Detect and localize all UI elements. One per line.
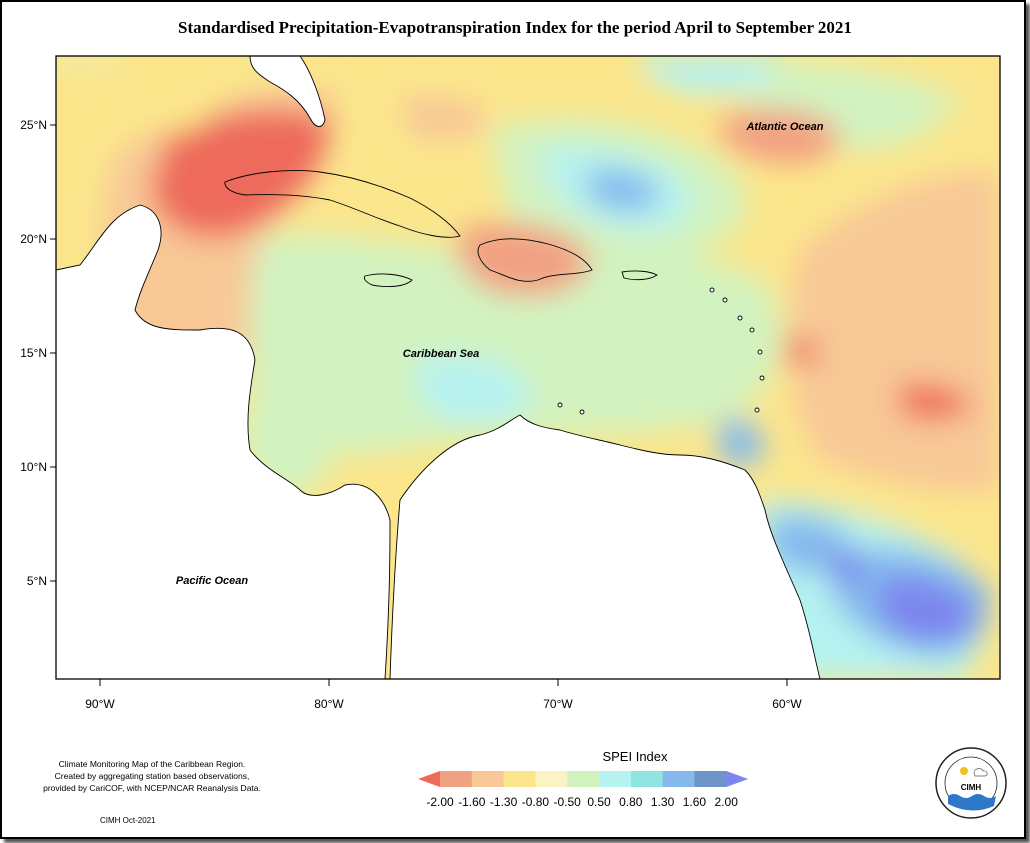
lat-tick-label: 25°N <box>20 118 47 132</box>
sun-icon <box>960 767 968 775</box>
pacific-ocean-label: Pacific Ocean <box>176 575 248 587</box>
plot-border <box>55 55 1001 680</box>
legend-label: -1.30 <box>489 795 518 809</box>
longitude-axis: 90°W 80°W 70°W 60°W <box>85 679 802 711</box>
colorbar-segment <box>694 771 727 787</box>
lat-tick-label: 15°N <box>20 346 47 360</box>
legend-label: 0.80 <box>619 795 643 809</box>
colorbar-segment <box>503 771 536 787</box>
lat-tick-label: 20°N <box>20 232 47 246</box>
colorbar-segment <box>726 771 749 787</box>
lon-tick-label: 70°W <box>543 697 573 711</box>
legend-label: -0.80 <box>521 795 550 809</box>
colorbar-segment <box>567 771 600 787</box>
lon-tick-label: 90°W <box>85 697 115 711</box>
colorbar-segment <box>630 771 664 787</box>
svg-text:CIMH: CIMH <box>961 783 982 792</box>
legend-label: 1.60 <box>682 795 707 809</box>
legend-label: 1.30 <box>650 795 675 809</box>
lon-tick-label: 60°W <box>772 697 802 711</box>
waves-icon <box>948 794 996 811</box>
legend-label: -0.50 <box>553 795 581 809</box>
colorbar-segment <box>535 771 568 787</box>
credits-line: provided by CariCOF, with NCEP/NCAR Rean… <box>43 783 261 793</box>
spei-colorbar <box>418 771 749 787</box>
caribbean-sea-label: Caribbean Sea <box>403 348 479 360</box>
latitude-axis: 25°N 20°N 15°N 10°N 5°N <box>20 118 56 588</box>
map-credits: Climate Monitoring Map of the Caribbean … <box>22 758 282 794</box>
legend-label: 0.50 <box>587 795 611 809</box>
legend-label: -2.00 <box>426 795 454 809</box>
atlantic-ocean-label: Atlantic Ocean <box>745 121 823 133</box>
colorbar-segment <box>662 771 695 787</box>
map-title: Standardised Precipitation-Evapotranspir… <box>178 18 852 37</box>
cimh-logo: CIMH <box>935 747 1007 819</box>
lat-tick-label: 10°N <box>20 460 47 474</box>
colorbar-segment <box>471 771 505 787</box>
legend-labels: -2.00 -1.60 -1.30 -0.80 -0.50 0.50 0.80 1.30 1.6… <box>420 795 800 811</box>
lat-tick-label: 5°N <box>27 574 47 588</box>
legend-label: 2.00 <box>714 795 738 809</box>
colorbar-segment <box>440 771 473 787</box>
colorbar-segment <box>599 771 632 787</box>
land-outlines <box>56 56 821 679</box>
cloud-icon <box>973 768 988 777</box>
credits-line: Created by aggregating station based obs… <box>54 771 250 781</box>
colorbar-segment <box>418 771 440 787</box>
credits-id: CIMH Oct-2021 <box>100 816 156 825</box>
legend-title: SPEI Index <box>602 749 668 764</box>
lon-tick-label: 80°W <box>314 697 344 711</box>
spei-field <box>56 56 1000 679</box>
legend-label: -1.60 <box>458 795 486 809</box>
credits-line: Climate Monitoring Map of the Caribbean … <box>58 759 246 769</box>
